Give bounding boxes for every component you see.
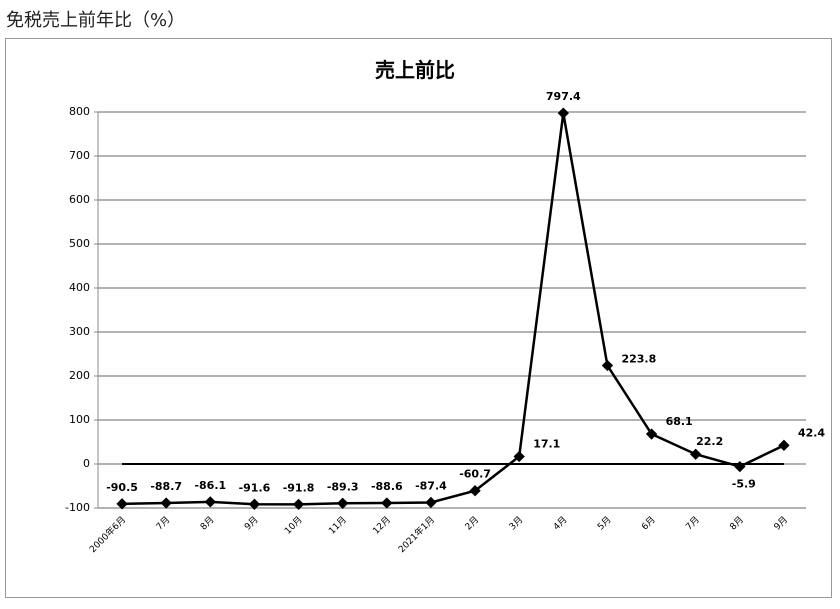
data-label: -91.8 — [283, 481, 315, 494]
marker — [469, 485, 481, 497]
chart-title: 売上前比 — [375, 58, 455, 82]
line — [122, 112, 785, 506]
marker — [248, 498, 261, 510]
marker — [292, 498, 305, 511]
marker — [778, 439, 790, 452]
marker — [734, 460, 746, 473]
data-label: -87.4 — [415, 479, 447, 492]
data-label: 17.1 — [533, 437, 560, 450]
y-tick-label: 0 — [83, 457, 90, 470]
data-label: -91.6 — [239, 481, 271, 494]
data-label: 68.1 — [666, 415, 693, 428]
y-tick-label: 700 — [69, 149, 90, 162]
marker — [160, 497, 172, 509]
y-tick-label: 800 — [69, 105, 90, 118]
data-label: 797.4 — [546, 90, 581, 103]
data-label: -88.6 — [371, 480, 403, 493]
data-label: -88.7 — [150, 480, 182, 493]
chart-frame — [5, 38, 832, 598]
y-tick-label: 100 — [69, 413, 90, 426]
marker — [513, 450, 525, 463]
y-tick-label: 400 — [69, 281, 90, 294]
data-label: -90.5 — [106, 481, 138, 494]
marker — [204, 496, 216, 508]
data-label: 22.2 — [696, 435, 723, 448]
data-label: -5.9 — [732, 478, 756, 491]
y-tick-label: 600 — [69, 193, 90, 206]
marker — [337, 497, 349, 509]
marker — [425, 496, 437, 509]
data-label: -89.3 — [327, 480, 359, 493]
y-tick-label: 300 — [69, 325, 90, 338]
data-label: 223.8 — [621, 353, 656, 366]
marker — [645, 428, 658, 440]
marker — [601, 359, 614, 372]
page-title: 免税売上前年比（%） — [6, 10, 185, 31]
data-label: -86.1 — [194, 479, 226, 492]
marker — [690, 448, 702, 460]
y-tick-label: -100 — [65, 501, 90, 514]
data-label: -60.7 — [459, 468, 491, 481]
marker — [381, 497, 393, 509]
y-tick-label: 500 — [69, 237, 90, 250]
y-tick-label: 200 — [69, 369, 90, 382]
data-label: 42.4 — [798, 426, 825, 439]
